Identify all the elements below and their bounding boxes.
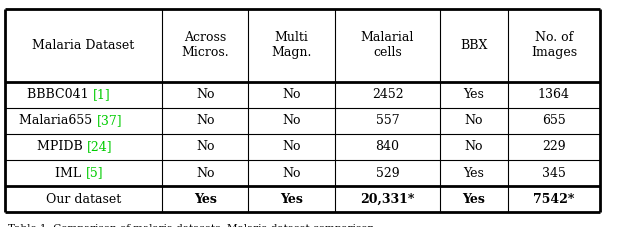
- Text: No: No: [282, 88, 301, 101]
- Text: No: No: [196, 88, 214, 101]
- Text: 655: 655: [542, 114, 566, 127]
- Text: [37]: [37]: [97, 114, 122, 127]
- Text: 840: 840: [376, 141, 399, 153]
- Text: IML: IML: [55, 167, 85, 180]
- Text: No: No: [282, 114, 301, 127]
- Text: 7542*: 7542*: [533, 193, 575, 206]
- Text: Multi
Magn.: Multi Magn.: [271, 31, 312, 59]
- Text: No: No: [282, 167, 301, 180]
- Text: No: No: [282, 141, 301, 153]
- Text: Yes: Yes: [280, 193, 303, 206]
- Text: BBX: BBX: [460, 39, 488, 52]
- Text: No: No: [196, 141, 214, 153]
- Text: No: No: [196, 114, 214, 127]
- Text: No: No: [465, 114, 483, 127]
- Text: 345: 345: [542, 167, 566, 180]
- Text: 1364: 1364: [538, 88, 570, 101]
- Text: BBBC041: BBBC041: [27, 88, 93, 101]
- Text: 557: 557: [376, 114, 399, 127]
- Text: Malarial
cells: Malarial cells: [361, 31, 414, 59]
- Text: 529: 529: [376, 167, 399, 180]
- Text: Across
Micros.: Across Micros.: [181, 31, 229, 59]
- Text: MPIDB: MPIDB: [38, 141, 87, 153]
- Text: Yes: Yes: [463, 167, 484, 180]
- Text: No: No: [196, 167, 214, 180]
- Text: Malaria655: Malaria655: [19, 114, 97, 127]
- Text: 20,331*: 20,331*: [360, 193, 415, 206]
- Text: No. of
Images: No. of Images: [531, 31, 577, 59]
- Text: Table 1: Comparison of malaria datasets. Malaria dataset comparison.: Table 1: Comparison of malaria datasets.…: [8, 224, 378, 227]
- Text: 2452: 2452: [372, 88, 403, 101]
- Text: 229: 229: [542, 141, 566, 153]
- Text: No: No: [465, 141, 483, 153]
- Text: [1]: [1]: [93, 88, 111, 101]
- Text: Our dataset: Our dataset: [46, 193, 121, 206]
- Text: Yes: Yes: [463, 88, 484, 101]
- Text: [24]: [24]: [87, 141, 113, 153]
- Text: Yes: Yes: [194, 193, 216, 206]
- Text: [5]: [5]: [85, 167, 103, 180]
- Text: Yes: Yes: [463, 193, 485, 206]
- Text: Malaria Dataset: Malaria Dataset: [33, 39, 134, 52]
